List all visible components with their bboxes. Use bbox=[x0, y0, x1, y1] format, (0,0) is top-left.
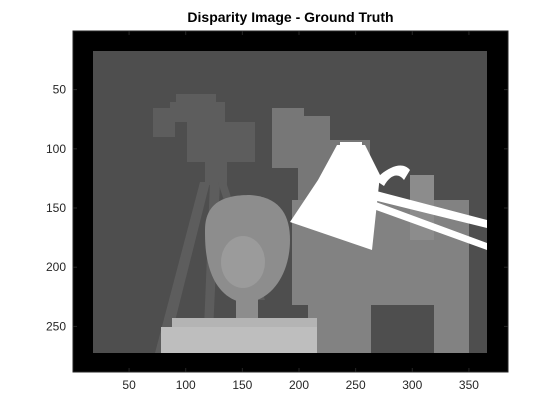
y-tick-label: 200 bbox=[46, 260, 66, 274]
x-tick-label: 100 bbox=[176, 378, 196, 392]
x-tick-label: 350 bbox=[459, 378, 479, 392]
axes-box bbox=[72, 30, 509, 373]
y-tick-label: 250 bbox=[46, 319, 66, 333]
x-tick-label: 150 bbox=[232, 378, 252, 392]
y-tick-label: 150 bbox=[46, 201, 66, 215]
x-tick-label: 50 bbox=[122, 378, 136, 392]
disparity-image bbox=[73, 31, 508, 372]
pedestal bbox=[161, 318, 317, 353]
desk-lamp bbox=[290, 142, 487, 250]
x-tick-label: 200 bbox=[289, 378, 309, 392]
x-axis-ticks: 50 100 150 200 250 300 350 bbox=[122, 31, 479, 392]
y-axis-ticks: 50 100 150 200 250 bbox=[46, 83, 508, 333]
head-statue bbox=[205, 195, 290, 323]
x-tick-label: 300 bbox=[402, 378, 422, 392]
x-tick-label: 250 bbox=[346, 378, 366, 392]
chart-title: Disparity Image - Ground Truth bbox=[187, 9, 394, 25]
y-tick-label: 100 bbox=[46, 142, 66, 156]
y-tick-label: 50 bbox=[53, 83, 67, 97]
